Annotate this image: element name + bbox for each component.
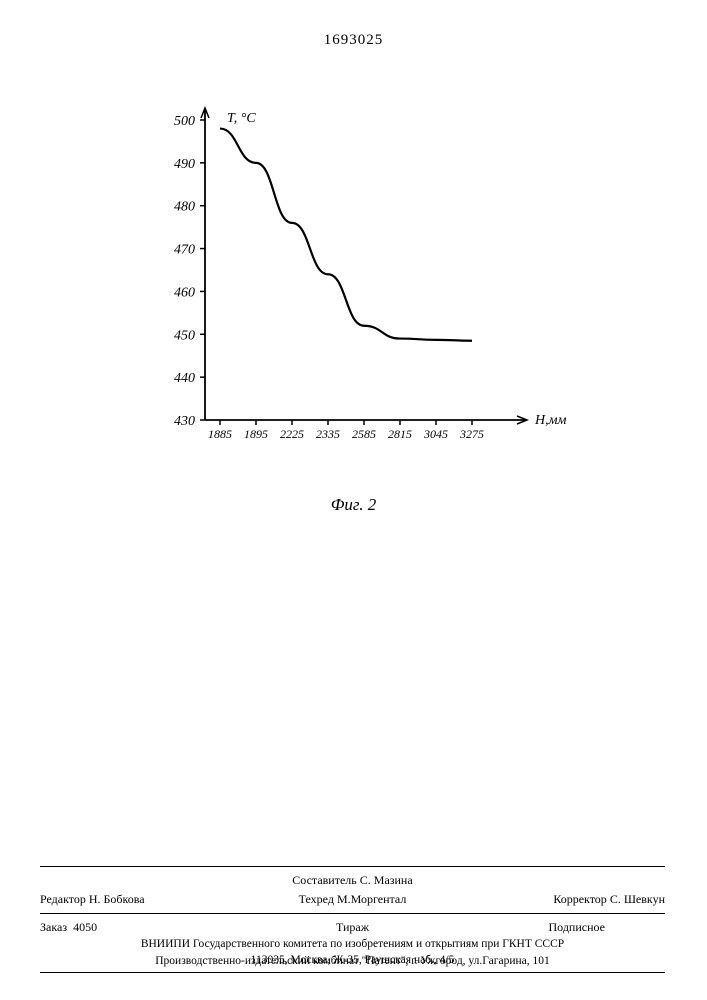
y-tick-label: 490 <box>174 157 195 172</box>
divider <box>40 866 665 867</box>
bottom-publisher: Производственно-издательский комбинат "П… <box>40 955 665 967</box>
order-num: 4050 <box>73 920 97 934</box>
techred-name: М.Моргентал <box>337 892 406 906</box>
table-row: Редактор Н. Бобкова Техред М.Моргентал К… <box>40 890 665 909</box>
editor-label: Редактор <box>40 892 86 906</box>
page-header-number: 1693025 <box>0 32 707 49</box>
x-tick-label: 3275 <box>459 427 484 441</box>
techred-label: Техред <box>299 892 334 906</box>
x-tick-label: 2225 <box>280 427 304 441</box>
y-tick-label: 480 <box>174 200 195 215</box>
x-ticks: 1885 1895 2225 2335 2585 2815 3045 3275 <box>208 420 484 441</box>
editor-name: Н. Бобкова <box>89 892 145 906</box>
y-ticks: 430 440 450 460 470 480 490 500 <box>174 114 205 429</box>
x-tick-label: 1885 <box>208 427 232 441</box>
figure-caption: Фиг. 2 <box>0 495 707 515</box>
y-tick-label: 460 <box>174 285 195 300</box>
org-line1: ВНИИПИ Государственного комитета по изоб… <box>141 938 564 950</box>
chart: 430 440 450 460 470 480 490 500 1885 1895 2225 233… <box>155 100 555 480</box>
x-axis-label: H,мм <box>534 413 567 428</box>
composer-label: Составитель <box>292 873 356 887</box>
order-table: Заказ 4050 Тираж Подписное <box>40 918 665 937</box>
x-tick-label: 1895 <box>244 427 268 441</box>
x-tick-label: 2815 <box>388 427 412 441</box>
subscribe-label: Подписное <box>549 920 606 934</box>
credits-table: Составитель С. Мазина Редактор Н. Бобков… <box>40 871 665 909</box>
corrector-label: Корректор <box>553 892 607 906</box>
chart-line <box>220 129 472 341</box>
y-axis-label: T, °C <box>227 111 256 126</box>
y-tick-label: 440 <box>174 371 195 386</box>
divider <box>40 913 665 914</box>
order-label: Заказ <box>40 920 67 934</box>
y-tick-label: 470 <box>174 243 195 258</box>
corrector-name: С. Шевкун <box>610 892 665 906</box>
y-tick-label: 430 <box>174 414 195 429</box>
x-tick-label: 3045 <box>423 427 448 441</box>
composer-name: С. Мазина <box>360 873 413 887</box>
y-tick-label: 450 <box>174 328 195 343</box>
tirazh-label: Тираж <box>336 920 369 934</box>
y-tick-label: 500 <box>174 114 195 129</box>
table-row: Заказ 4050 Тираж Подписное <box>40 918 665 937</box>
divider <box>40 972 665 973</box>
x-tick-label: 2585 <box>352 427 376 441</box>
table-row: Составитель С. Мазина <box>40 871 665 890</box>
chart-svg: 430 440 450 460 470 480 490 500 1885 1895 2225 233… <box>155 100 555 480</box>
x-tick-label: 2335 <box>316 427 340 441</box>
